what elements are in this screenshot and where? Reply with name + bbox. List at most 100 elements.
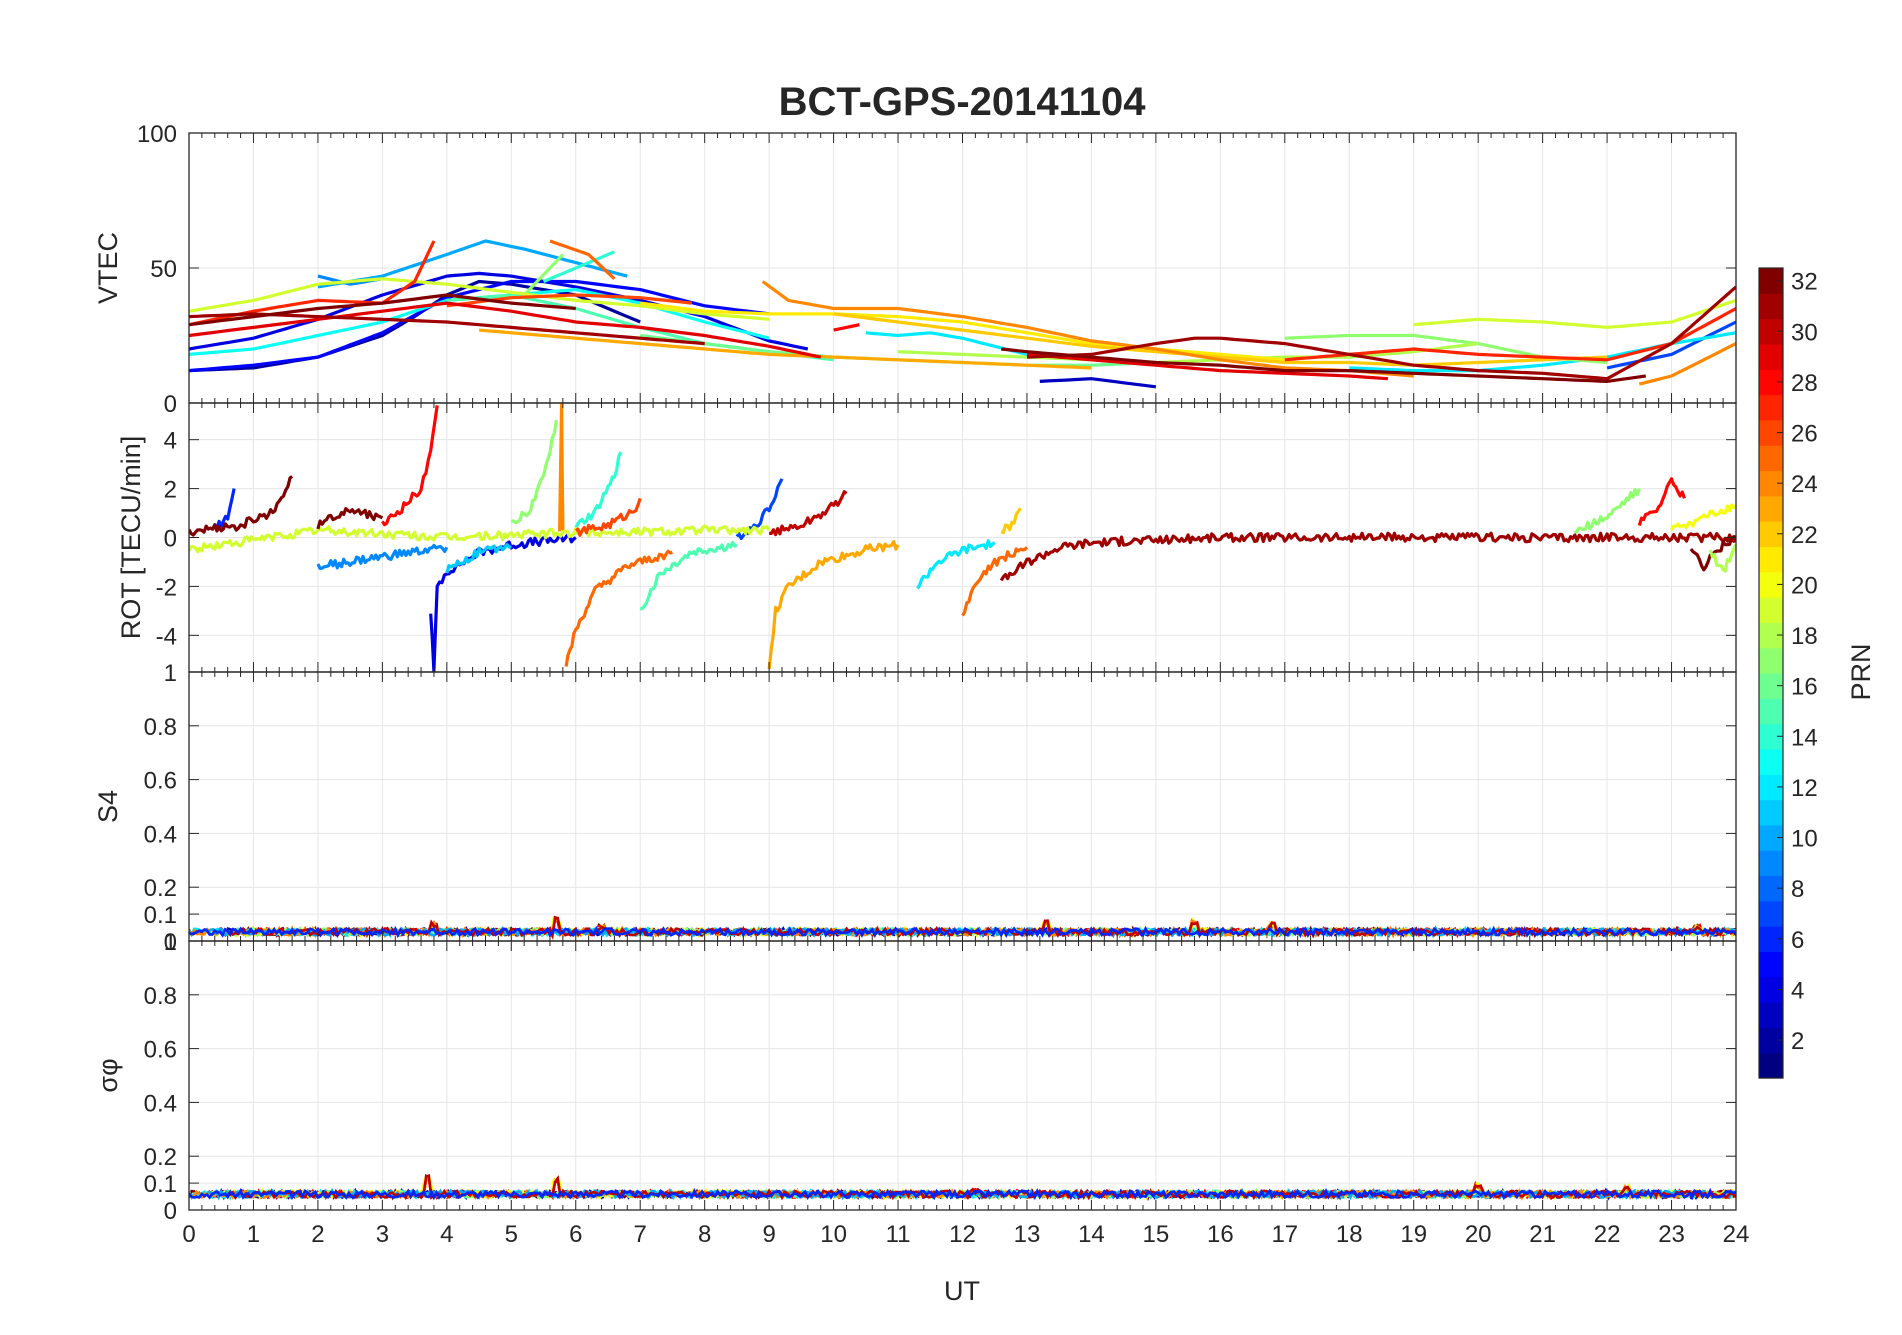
- series-prn-15: [639, 540, 738, 611]
- colorbar-tick-label: 24: [1791, 471, 1818, 498]
- colorbar-tick-label: 28: [1791, 370, 1818, 397]
- x-tick-label: 1: [247, 1221, 260, 1248]
- series-prn-28: [381, 405, 439, 527]
- panel-vtec-data: [189, 239, 1736, 389]
- series-prn-3: [1039, 377, 1157, 389]
- y-axis-label: VTEC: [93, 232, 123, 304]
- colorbar-tick-label: 4: [1791, 977, 1804, 1004]
- y-tick-label: -2: [156, 574, 177, 601]
- band-prn-6: [189, 1187, 1736, 1201]
- colorbar-swatch: [1759, 394, 1783, 421]
- x-tick-label: 15: [1143, 1221, 1170, 1248]
- series-prn-25: [549, 239, 616, 280]
- y-tick-label: 1: [164, 929, 177, 956]
- y-axis-label: ROT [TECU/min]: [116, 436, 146, 640]
- y-tick-label: 0.2: [144, 875, 177, 902]
- y-tick-label: 0.6: [144, 768, 177, 795]
- series-prn-14: [574, 451, 623, 529]
- series-prn-30: [769, 490, 848, 537]
- colorbar-tick-label: 16: [1791, 674, 1818, 701]
- colorbar-label: PRN: [1846, 643, 1876, 700]
- y-tick-label: 0: [164, 526, 177, 553]
- series-prn-14: [542, 250, 616, 283]
- x-tick-label: 16: [1207, 1221, 1234, 1248]
- series-prn-22: [1000, 507, 1022, 535]
- series-prn-28: [1637, 477, 1686, 526]
- x-tick-label: 4: [440, 1221, 453, 1248]
- series-prn-12: [916, 539, 996, 590]
- y-tick-label: 0.4: [144, 1090, 177, 1117]
- series-prn-22: [833, 312, 1608, 367]
- colorbar-swatch: [1759, 495, 1783, 522]
- colorbar-swatch: [1759, 1002, 1783, 1028]
- colorbar-swatch: [1759, 597, 1783, 623]
- series-prn-29: [189, 301, 822, 359]
- panel-vtec: 0 50 100 VTEC: [93, 121, 1737, 418]
- series-prn-4: [429, 533, 577, 672]
- y-tick-label: 50: [150, 256, 177, 283]
- y-axis-label: σφ: [93, 1058, 123, 1092]
- panel-rot: -4 -2 0 2 4 ROT [TECU/min]: [116, 402, 1737, 673]
- y-tick-label: 2: [164, 477, 177, 504]
- series-prn-27: [189, 240, 436, 327]
- x-tick-label: 8: [698, 1221, 711, 1248]
- series-prn-24: [558, 403, 565, 532]
- x-tick-label: 3: [376, 1221, 389, 1248]
- series-prn-18: [897, 342, 1479, 365]
- y-tick-label: 0.8: [144, 714, 177, 741]
- series-prn-32: [189, 293, 576, 327]
- y-tick-label: 0: [164, 929, 177, 956]
- y-tick-label: 0.1: [144, 902, 177, 929]
- colorbar-swatch: [1759, 1052, 1783, 1079]
- series-prn-19: [1413, 298, 1736, 329]
- colorbar-swatch: [1759, 293, 1783, 320]
- colorbar-swatch: [1759, 445, 1783, 472]
- series-prn-4: [189, 271, 809, 351]
- x-tick-labels: 0 1 2 3 4 5 6 7 8 9 10 11 12 13 14 15 16 17 18 19 20 21 22 23 24: [182, 1221, 1749, 1248]
- colorbar-swatch: [1759, 850, 1783, 877]
- x-tick-label: 7: [634, 1221, 647, 1248]
- colorbar-tick-label: 26: [1791, 421, 1818, 448]
- colorbar-tick-label: 30: [1791, 319, 1818, 346]
- series-prn-32: [316, 507, 384, 530]
- x-tick-label: 17: [1271, 1221, 1298, 1248]
- colorbar-swatch: [1759, 748, 1783, 775]
- series-prn-31: [1026, 285, 1736, 381]
- series-prn-21: [640, 301, 1285, 362]
- series-prn-18: [1708, 544, 1736, 573]
- x-tick-label: 19: [1400, 1221, 1427, 1248]
- colorbar-swatch: [1759, 647, 1783, 674]
- y-tick-label: 0: [164, 1198, 177, 1225]
- series-prn-19: [189, 277, 770, 321]
- colorbar-swatch: [1759, 900, 1783, 927]
- colorbar-tick-label: 2: [1791, 1028, 1804, 1055]
- colorbar-tick-label: 12: [1791, 775, 1818, 802]
- colorbar-swatch: [1759, 343, 1783, 370]
- series-prn-29: [1026, 352, 1389, 381]
- x-tick-label: 20: [1465, 1221, 1492, 1248]
- series-prn-31: [999, 531, 1736, 582]
- x-axis-label: UT: [944, 1276, 980, 1306]
- panel-s4: 00.10.2 0.4 0.6 0.8 1 S4: [93, 660, 1737, 956]
- series-prn-11: [445, 542, 512, 574]
- series-prn-20: [1670, 503, 1736, 531]
- y-tick-label: -4: [156, 623, 177, 650]
- x-tick-label: 5: [505, 1221, 518, 1248]
- series-prn-25: [564, 549, 673, 667]
- y-tick-label: 0.2: [144, 1144, 177, 1171]
- colorbar-tick-label: 14: [1791, 724, 1818, 751]
- series-prn-17: [523, 253, 565, 297]
- x-tick-label: 23: [1658, 1221, 1685, 1248]
- y-tick-label: 0.6: [144, 1037, 177, 1064]
- y-axis-label: S4: [93, 790, 123, 823]
- y-tick-label: 0: [164, 391, 177, 418]
- y-tick-label: 1: [164, 660, 177, 687]
- y-tick-label: 0.4: [144, 821, 177, 848]
- y-tick-label: 0.8: [144, 983, 177, 1010]
- panel-sigma_phi-data: [189, 1173, 1736, 1201]
- colorbar-tick-label: 20: [1791, 572, 1818, 599]
- colorbar-swatch: [1759, 698, 1783, 725]
- y-tick-label: 4: [164, 428, 177, 455]
